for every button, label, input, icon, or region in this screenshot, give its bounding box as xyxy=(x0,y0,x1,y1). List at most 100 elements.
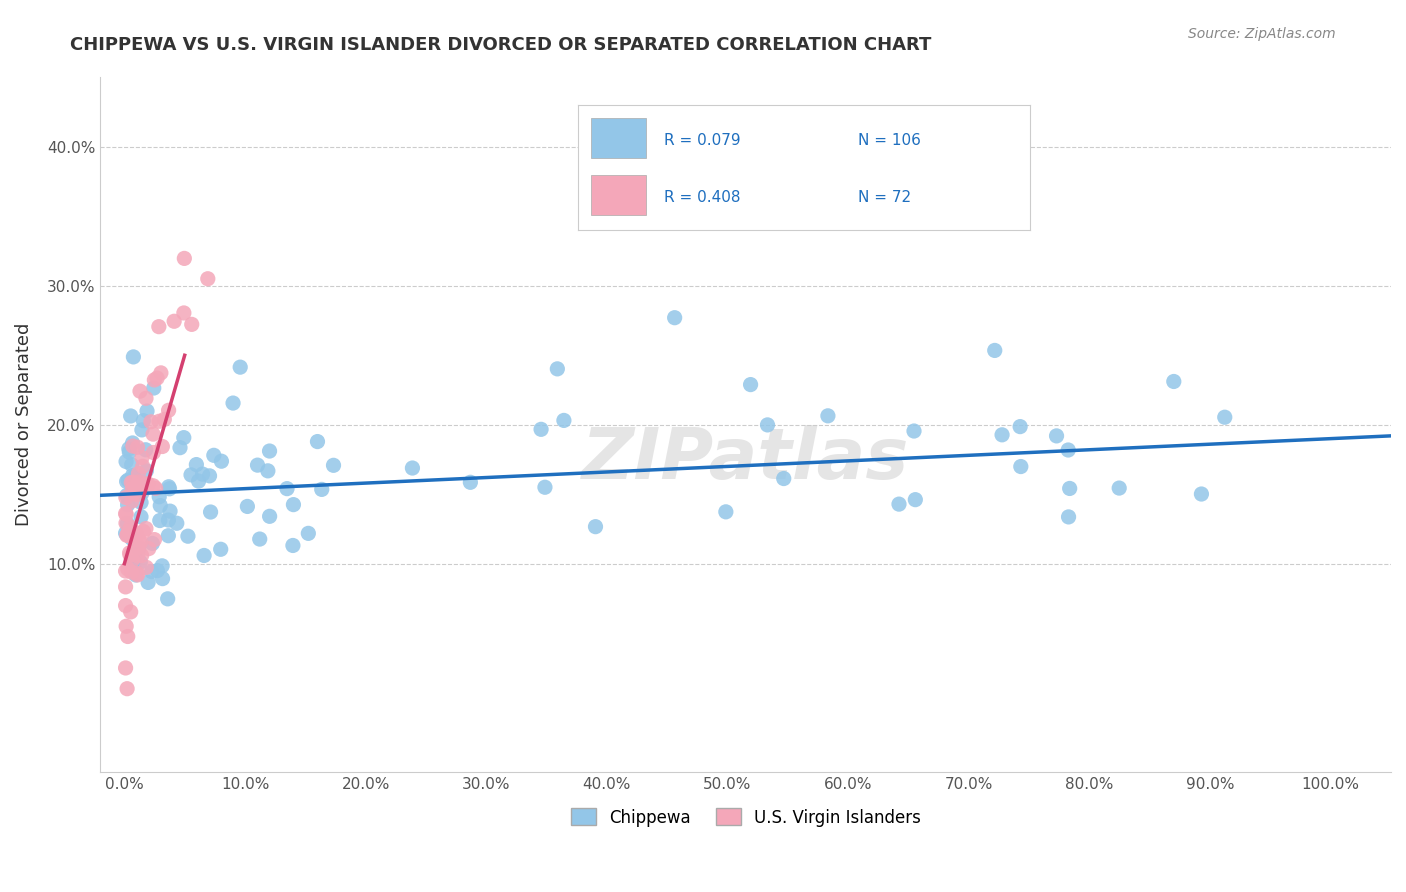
Point xyxy=(115,475,138,489)
Point xyxy=(259,509,281,524)
Point xyxy=(157,480,180,494)
Point xyxy=(128,476,150,491)
Point xyxy=(311,483,333,497)
Point xyxy=(117,528,139,542)
Point xyxy=(135,477,157,491)
Point xyxy=(129,555,152,569)
Point xyxy=(127,568,149,582)
Point xyxy=(120,565,142,579)
Point xyxy=(714,505,737,519)
Point xyxy=(1108,481,1130,495)
Point xyxy=(122,483,145,497)
Point xyxy=(122,472,145,486)
Point xyxy=(129,509,152,524)
Point xyxy=(138,541,160,556)
Point xyxy=(163,314,186,328)
Point xyxy=(115,528,138,542)
Point xyxy=(131,423,153,437)
Point xyxy=(129,535,152,549)
Point xyxy=(118,546,141,560)
Point xyxy=(159,504,181,518)
Point xyxy=(131,549,153,563)
Point xyxy=(117,630,139,644)
Point xyxy=(991,427,1014,442)
Point xyxy=(148,490,170,504)
Point xyxy=(173,431,195,445)
Point xyxy=(159,482,181,496)
Point xyxy=(664,310,686,325)
Point xyxy=(121,482,143,496)
Point xyxy=(142,427,165,442)
Point xyxy=(553,413,575,427)
Point xyxy=(153,412,176,426)
Point xyxy=(1163,375,1185,389)
Point xyxy=(118,445,141,459)
Point xyxy=(198,468,221,483)
Point xyxy=(257,464,280,478)
Point xyxy=(122,350,145,364)
Point xyxy=(114,661,136,675)
Point xyxy=(120,548,142,562)
Point xyxy=(132,524,155,539)
Point xyxy=(131,450,153,465)
Point xyxy=(128,479,150,493)
Text: CHIPPEWA VS U.S. VIRGIN ISLANDER DIVORCED OR SEPARATED CORRELATION CHART: CHIPPEWA VS U.S. VIRGIN ISLANDER DIVORCE… xyxy=(70,36,932,54)
Point xyxy=(209,542,232,557)
Point xyxy=(229,360,252,375)
Point xyxy=(114,580,136,594)
Point xyxy=(149,499,172,513)
Point xyxy=(307,434,329,449)
Point xyxy=(157,529,180,543)
Point xyxy=(135,481,157,495)
Point xyxy=(121,532,143,546)
Point xyxy=(150,558,173,573)
Point xyxy=(146,371,169,385)
Point xyxy=(236,500,259,514)
Point xyxy=(128,533,150,547)
Point xyxy=(149,366,172,380)
Point xyxy=(143,373,166,387)
Point xyxy=(118,524,141,539)
Point xyxy=(756,417,779,432)
Point xyxy=(120,409,142,423)
Point xyxy=(127,541,149,555)
Point xyxy=(121,553,143,567)
Point xyxy=(1057,509,1080,524)
Point xyxy=(136,575,159,590)
Point xyxy=(115,681,138,696)
Point xyxy=(200,505,222,519)
Point xyxy=(1045,429,1067,443)
Point xyxy=(136,404,159,418)
Point xyxy=(297,526,319,541)
Point xyxy=(166,516,188,531)
Point xyxy=(148,414,170,428)
Point xyxy=(150,440,173,454)
Point xyxy=(127,467,149,481)
Point xyxy=(169,441,191,455)
Point xyxy=(193,549,215,563)
Point xyxy=(142,381,165,395)
Point xyxy=(157,403,180,417)
Point xyxy=(135,522,157,536)
Point xyxy=(115,454,138,468)
Point xyxy=(246,458,269,472)
Point xyxy=(132,414,155,428)
Point xyxy=(186,458,208,472)
Point xyxy=(191,467,214,482)
Point xyxy=(127,549,149,563)
Point xyxy=(115,516,138,530)
Point xyxy=(141,536,163,550)
Point xyxy=(122,470,145,484)
Point xyxy=(546,362,568,376)
Point xyxy=(157,513,180,527)
Point xyxy=(121,494,143,508)
Point xyxy=(740,377,762,392)
Text: ZIPatlas: ZIPatlas xyxy=(582,425,910,494)
Point xyxy=(202,448,225,462)
Point xyxy=(259,444,281,458)
Point xyxy=(125,568,148,582)
Point xyxy=(114,564,136,578)
Legend: Chippewa, U.S. Virgin Islanders: Chippewa, U.S. Virgin Islanders xyxy=(564,802,928,833)
Point xyxy=(125,487,148,501)
Point xyxy=(281,539,304,553)
